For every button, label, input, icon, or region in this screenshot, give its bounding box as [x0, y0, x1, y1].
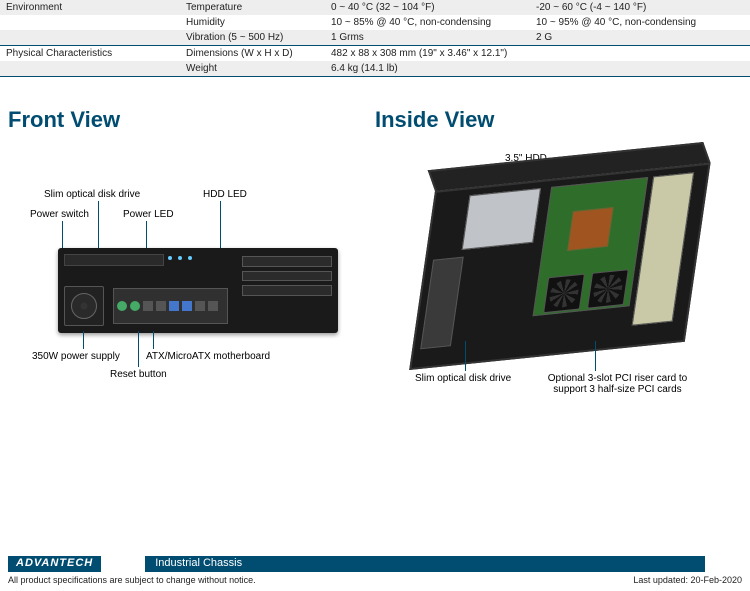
fan-icon	[71, 293, 97, 319]
value-cell: -20 ~ 60 °C (-4 ~ 140 °F)	[530, 0, 750, 15]
last-updated-text: Last updated: 20-Feb-2020	[633, 575, 742, 585]
expansion-slots-icon	[242, 256, 332, 296]
disclaimer-text: All product specifications are subject t…	[8, 575, 256, 585]
page-footer: ADVANTECH Industrial Chassis All product…	[0, 556, 750, 591]
table-row: Environment Temperature 0 ~ 40 °C (32 ~ …	[0, 0, 750, 15]
table-row: Physical Characteristics Dimensions (W x…	[0, 46, 750, 62]
callout-hdd-led: HDD LED	[203, 189, 247, 200]
spec-table: Environment Temperature 0 ~ 40 °C (32 ~ …	[0, 0, 750, 77]
callout-inside-optical: Slim optical disk drive	[415, 373, 511, 384]
table-row: Vibration (5 ~ 500 Hz) 1 Grms 2 G	[0, 30, 750, 46]
brand-logo: ADVANTECH	[8, 556, 101, 572]
callout-reset: Reset button	[110, 369, 167, 380]
table-row: Weight 6.4 kg (14.1 lb)	[0, 61, 750, 77]
category-cell: Environment	[0, 0, 180, 15]
callout-riser: Optional 3-slot PCI riser card to suppor…	[530, 373, 705, 395]
io-panel-icon	[113, 288, 228, 324]
optical-bay-icon	[64, 254, 164, 266]
front-view-title: Front View	[8, 107, 375, 133]
inside-view-title: Inside View	[375, 107, 742, 133]
value-cell: 0 ~ 40 °C (32 ~ 104 °F)	[325, 0, 530, 15]
hdd-icon	[462, 188, 541, 250]
led-icon	[168, 256, 172, 260]
chassis-icon	[58, 248, 338, 333]
cooling-fan-icon	[543, 274, 585, 314]
label-cell: Temperature	[180, 0, 325, 15]
table-row: Humidity 10 ~ 85% @ 40 °C, non-condensin…	[0, 15, 750, 30]
callout-mobo: ATX/MicroATX motherboard	[146, 351, 270, 362]
led-icon	[178, 256, 182, 260]
callout-optical: Slim optical disk drive	[44, 189, 140, 200]
front-view-section: Front View Slim optical disk drive HDD L…	[8, 107, 375, 401]
callout-power-switch: Power switch	[30, 209, 89, 220]
cooling-fan-icon	[587, 269, 629, 309]
led-icon	[188, 256, 192, 260]
callout-power-led: Power LED	[123, 209, 174, 220]
front-chassis-diagram: Slim optical disk drive HDD LED Power sw…	[8, 153, 368, 393]
product-line-label: Industrial Chassis	[145, 556, 705, 572]
psu-icon	[64, 286, 104, 326]
callout-psu: 350W power supply	[32, 351, 120, 362]
cpu-heatsink-icon	[567, 207, 614, 251]
inside-chassis-diagram: 3.5" HDD Two 47 CFM cooling fans Slim op…	[375, 141, 735, 401]
inside-view-section: Inside View 3.5" HDD Two 47 CFM cooling …	[375, 107, 742, 401]
